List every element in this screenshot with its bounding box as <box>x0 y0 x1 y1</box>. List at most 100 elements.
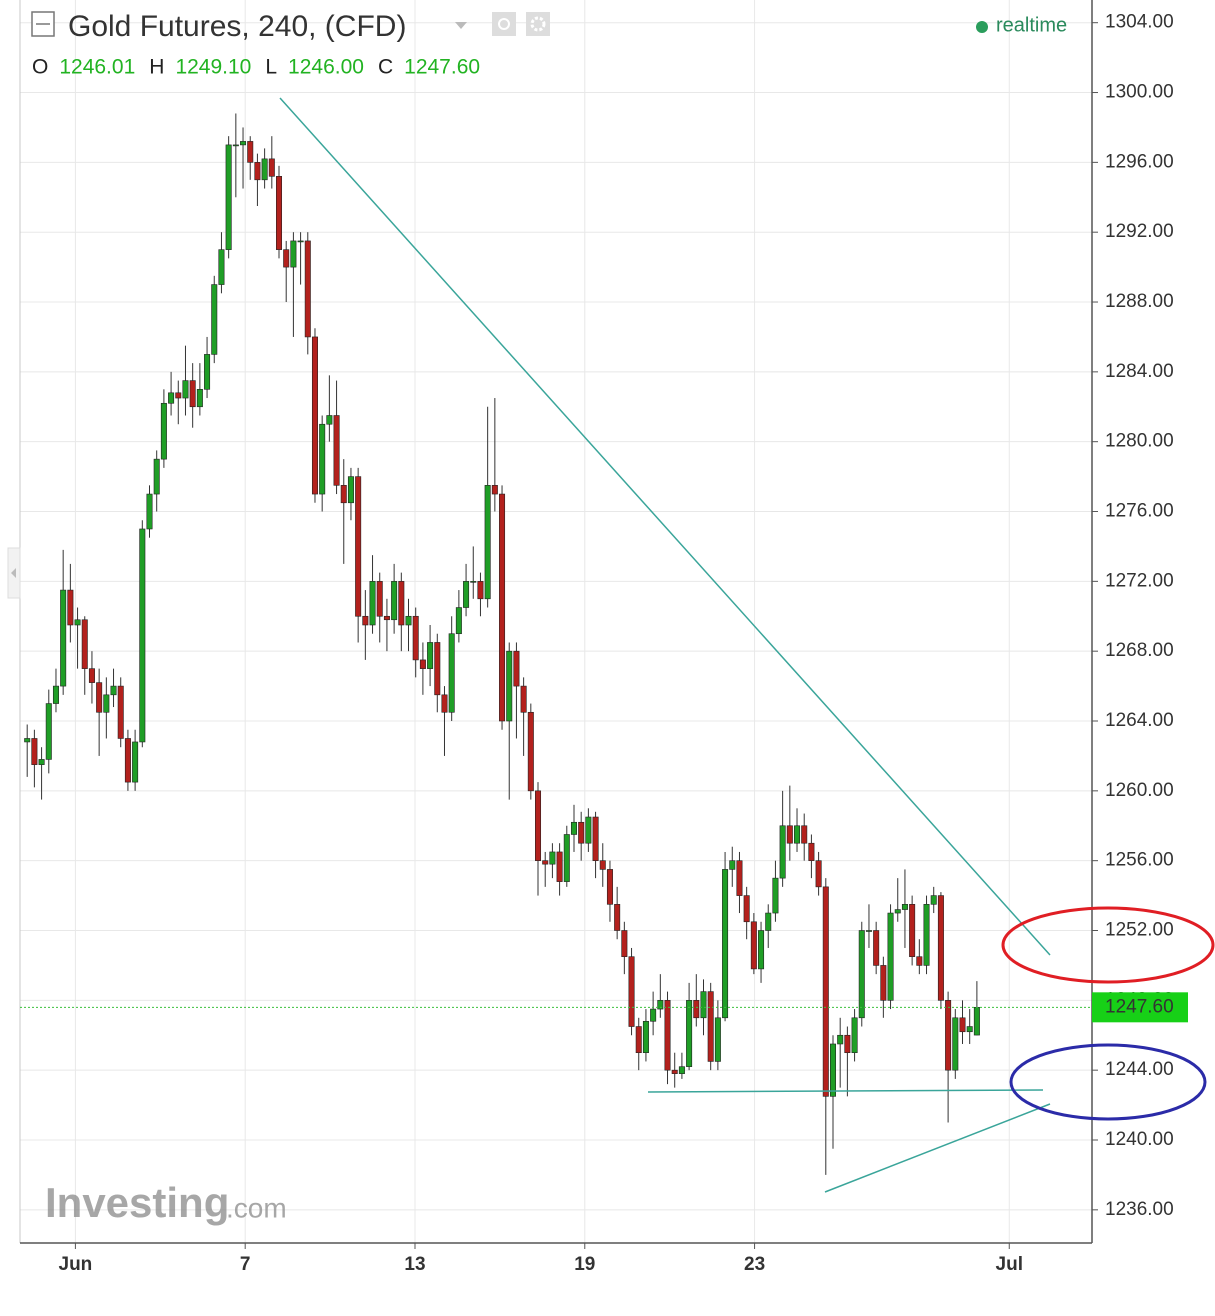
x-tick-label: Jul <box>996 1254 1023 1275</box>
candle-body <box>261 158 268 181</box>
candle-body <box>808 842 815 861</box>
candle-body <box>909 904 916 957</box>
candle-body <box>937 895 944 1001</box>
candle-body <box>592 816 599 861</box>
candle-body <box>88 668 95 683</box>
grid <box>20 0 1092 1243</box>
candle-body <box>463 581 470 608</box>
watermark-brand: Investing <box>45 1179 229 1226</box>
y-tick-label: 1236.00 <box>1105 1199 1174 1220</box>
candle-body <box>38 759 45 765</box>
candle-body <box>153 458 160 495</box>
candle-body <box>45 703 52 760</box>
side-handle-arrow <box>11 568 16 578</box>
settings-icon[interactable] <box>526 12 550 36</box>
candle-body <box>132 741 139 783</box>
candle-body <box>283 249 290 268</box>
candle-body <box>894 909 901 914</box>
candle-body <box>779 825 786 879</box>
candle-body <box>678 1066 685 1074</box>
trend-line <box>279 97 1051 956</box>
ohlc-key: O <box>32 56 48 79</box>
candle-body <box>168 392 175 404</box>
candle-body <box>96 682 103 713</box>
candle-body <box>707 991 714 1062</box>
candle-body <box>599 860 606 870</box>
candle-body <box>513 650 520 687</box>
y-tick-label: 1268.00 <box>1105 640 1174 661</box>
ohlc-value: 1249.10 <box>175 56 251 79</box>
candle-body <box>477 581 484 600</box>
realtime-label: realtime <box>996 14 1067 36</box>
candle-body <box>628 956 635 1027</box>
y-tick-label: 1256.00 <box>1105 850 1174 871</box>
candle-body <box>858 930 865 1019</box>
candle-body <box>556 851 563 882</box>
candle-body <box>311 336 318 495</box>
candle-body <box>873 930 880 966</box>
candle-body <box>204 354 211 390</box>
candle-body <box>916 956 923 966</box>
candle-body <box>923 904 930 966</box>
x-tick-label: 19 <box>574 1254 595 1275</box>
candle-body <box>506 650 513 722</box>
candle-body <box>232 144 239 147</box>
ohlc-value: 1247.60 <box>404 56 480 79</box>
candle-body <box>664 1000 671 1071</box>
candle-body <box>693 1000 700 1019</box>
candle-body <box>542 860 549 865</box>
ohlc-key: L <box>265 56 277 79</box>
candle-body <box>391 581 398 621</box>
candle-body <box>621 930 628 957</box>
candle-body <box>829 1043 836 1097</box>
y-tick-label: 1272.00 <box>1105 570 1174 591</box>
candle-body <box>24 738 31 743</box>
candle-body <box>851 1017 858 1054</box>
candle-body <box>563 834 570 882</box>
candle-body <box>635 1026 642 1054</box>
visibility-icon[interactable] <box>492 12 516 36</box>
candle-body <box>758 930 765 970</box>
candle-body <box>499 493 506 722</box>
candle-body <box>427 642 434 669</box>
candle-body <box>945 1000 952 1071</box>
candle-body <box>441 694 448 713</box>
candle-body <box>419 659 426 669</box>
candle-body <box>642 1020 649 1054</box>
candle-body <box>765 912 772 931</box>
y-tick-label: 1276.00 <box>1105 501 1174 522</box>
settings-icon-gear <box>530 16 546 32</box>
y-tick-label: 1244.00 <box>1105 1059 1174 1080</box>
candle-body <box>405 615 412 626</box>
candle-body <box>225 144 232 250</box>
candle-body <box>326 415 333 425</box>
candle-body <box>383 615 390 621</box>
candle-body <box>700 991 707 1019</box>
candle-body <box>837 1034 844 1045</box>
watermark-suffix: .com <box>226 1192 287 1223</box>
candle-body <box>520 685 527 713</box>
candle-body <box>570 821 577 835</box>
candle-body <box>31 738 38 765</box>
candle-body <box>527 711 534 792</box>
candle-body <box>606 869 613 905</box>
last-price-label: 1247.60 <box>1105 996 1174 1017</box>
candle-body <box>146 493 153 530</box>
candle-body <box>304 240 311 338</box>
candle-body <box>880 965 887 1001</box>
candle-body <box>139 528 146 743</box>
dropdown-arrow[interactable] <box>455 22 467 29</box>
x-tick-label: 7 <box>240 1254 251 1275</box>
x-tick-label: 13 <box>404 1254 425 1275</box>
candle-body <box>240 141 247 146</box>
y-tick-label: 1304.00 <box>1105 12 1174 33</box>
candle-body <box>124 738 131 783</box>
y-tick-label: 1252.00 <box>1105 920 1174 941</box>
candle-body <box>772 877 779 914</box>
candle-body <box>268 158 275 177</box>
candle-body <box>657 1000 664 1010</box>
resistance-circle <box>1001 906 1215 984</box>
candle-body <box>160 402 167 460</box>
